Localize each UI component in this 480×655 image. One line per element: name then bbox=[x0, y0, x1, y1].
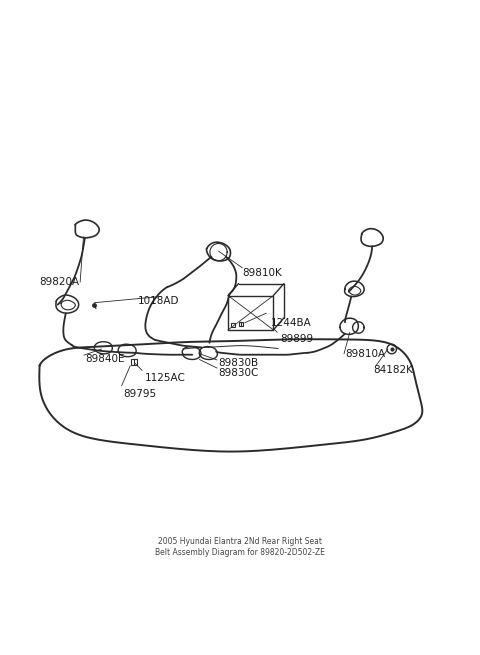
Text: 89810K: 89810K bbox=[242, 268, 282, 278]
Text: 89830B: 89830B bbox=[218, 358, 259, 368]
Text: 89810A: 89810A bbox=[345, 348, 385, 359]
Text: 89840E: 89840E bbox=[85, 354, 124, 364]
Text: 89795: 89795 bbox=[123, 389, 156, 400]
Text: 1244BA: 1244BA bbox=[271, 318, 312, 328]
Text: 84182K: 84182K bbox=[373, 365, 413, 375]
Text: 2005 Hyundai Elantra 2Nd Rear Right Seat
Belt Assembly Diagram for 89820-2D502-Z: 2005 Hyundai Elantra 2Nd Rear Right Seat… bbox=[155, 537, 325, 557]
Text: 1018AD: 1018AD bbox=[137, 296, 179, 307]
Text: 89830C: 89830C bbox=[218, 368, 259, 378]
Text: 1125AC: 1125AC bbox=[144, 373, 185, 383]
Text: 89899: 89899 bbox=[281, 335, 314, 345]
Text: 89820A: 89820A bbox=[39, 277, 80, 287]
